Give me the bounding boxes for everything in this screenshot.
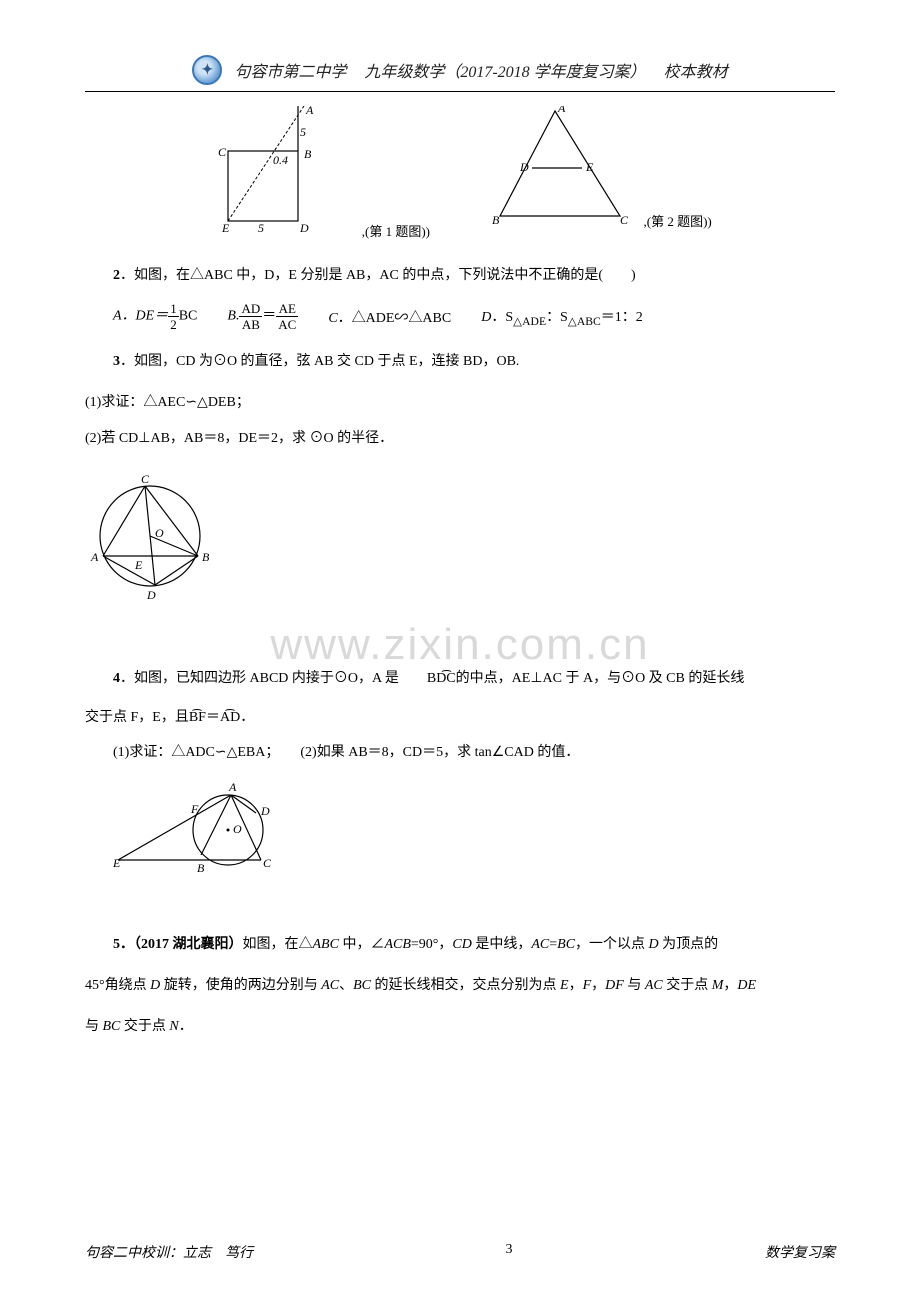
q5-line1: 5．（2017 湖北襄阳）如图，在△ABC 中，∠ACB=90°，CD 是中线，… xyxy=(85,930,835,961)
header-book: 校本教材 xyxy=(664,58,728,82)
svg-text:C: C xyxy=(263,856,272,870)
svg-text:A: A xyxy=(228,780,237,794)
school-logo-icon: ✦ xyxy=(192,55,222,85)
svg-text:C: C xyxy=(141,472,150,486)
svg-text:D: D xyxy=(146,588,156,601)
q3-num: 3 xyxy=(113,354,120,369)
fig1-caption: ,(第 1 题图)) xyxy=(362,224,430,239)
svg-text:E: E xyxy=(113,856,121,870)
q3-p2: (2)若 CD⊥AB，AB＝8，DE＝2，求 ⊙O 的半径． xyxy=(85,426,835,451)
fig1-C: C xyxy=(218,145,227,159)
q2-optD: D．S△ADE：S△ABC＝1：2 xyxy=(481,306,643,328)
fig2-A: A xyxy=(557,106,566,115)
q2-optA: A．DE＝12BC xyxy=(113,302,197,331)
footer-left: 句容二中校训：立志 笃行 xyxy=(85,1242,253,1262)
figure-3: C O A E B D xyxy=(85,461,835,606)
footer-page: 3 xyxy=(506,1242,513,1262)
fig2-E: E xyxy=(585,160,594,174)
fig1-B: B xyxy=(304,147,312,161)
fig2-D: D xyxy=(519,160,529,174)
q2-optB: B.ADAB＝AEAC xyxy=(227,302,298,331)
watermark: www.zixin.com.cn xyxy=(270,620,649,670)
fig1-5: 5 xyxy=(300,125,306,139)
q4-num: 4 xyxy=(113,671,120,686)
header-school: 句容市第二中学 xyxy=(234,58,346,82)
page-footer: 句容二中校训：立志 笃行 3 数学复习案 xyxy=(85,1242,835,1262)
svg-text:F: F xyxy=(190,802,199,816)
q3-p1: (1)求证：△AEC∽△DEB； xyxy=(85,390,835,415)
footer-right: 数学复习案 xyxy=(765,1242,835,1262)
q4-stem-line1: 4．如图，已知四边形 ABCD 内接于⊙O，A 是BDC的中点，AE⊥AC 于 … xyxy=(85,666,835,691)
figure-2: A D E B C ,(第 2 题图)) xyxy=(490,106,712,241)
svg-text:O: O xyxy=(155,526,164,540)
figure-row: A 5 B C 0.4 E 5 D ,(第 1 题图)) A D E B C xyxy=(85,106,835,241)
figure-4: A D F O E B C xyxy=(113,775,835,880)
fig1-D: D xyxy=(299,221,309,235)
svg-text:E: E xyxy=(134,558,143,572)
svg-text:O: O xyxy=(233,822,242,836)
fig1-5b: 5 xyxy=(258,221,264,235)
q2-options: A．DE＝12BC B.ADAB＝AEAC CC．△ADE∽△ABC．△ADE∽… xyxy=(85,302,835,331)
svg-text:B: B xyxy=(202,550,210,564)
fig2-B: B xyxy=(492,213,500,226)
q5-line2: 45°角绕点 D 旋转，使角的两边分别与 AC、BC 的延长线相交，交点分别为点… xyxy=(85,971,835,1002)
fig1-04: 0.4 xyxy=(273,153,288,167)
q5-line3: 与 BC 交于点 N． xyxy=(85,1012,835,1043)
figure-1: A 5 B C 0.4 E 5 D ,(第 1 题图)) xyxy=(208,106,430,241)
q4-stem-line2: 交于点 F，E，且BF＝AD． xyxy=(85,705,835,730)
page-header: ✦ 句容市第二中学 九年级数学（2017-2018 学年度复习案） 校本教材 xyxy=(85,55,835,85)
q2-num: 2 xyxy=(113,268,120,283)
header-rule xyxy=(85,91,835,92)
svg-text:B: B xyxy=(197,861,205,875)
fig2-caption: ,(第 2 题图)) xyxy=(644,214,712,229)
q2-stem: 2．如图，在△ABC 中，D，E 分别是 AB，AC 的中点，下列说法中不正确的… xyxy=(85,263,835,288)
svg-text:A: A xyxy=(90,550,99,564)
fig2-C: C xyxy=(620,213,629,226)
fig1-E: E xyxy=(221,221,230,235)
q2-optC: CC．△ADE∽△ABC．△ADE∽△ABC xyxy=(328,307,451,327)
header-grade: 九年级数学（2017-2018 学年度复习案） xyxy=(364,58,645,82)
q4-subparts: (1)求证：△ADC∽△EBA； (2)如果 AB＝8，CD＝5，求 tan∠C… xyxy=(85,740,835,765)
fig1-A: A xyxy=(305,106,314,117)
svg-text:D: D xyxy=(260,804,270,818)
q3-stem: 3．如图，CD 为⊙O 的直径，弦 AB 交 CD 于点 E，连接 BD，OB. xyxy=(85,349,835,374)
